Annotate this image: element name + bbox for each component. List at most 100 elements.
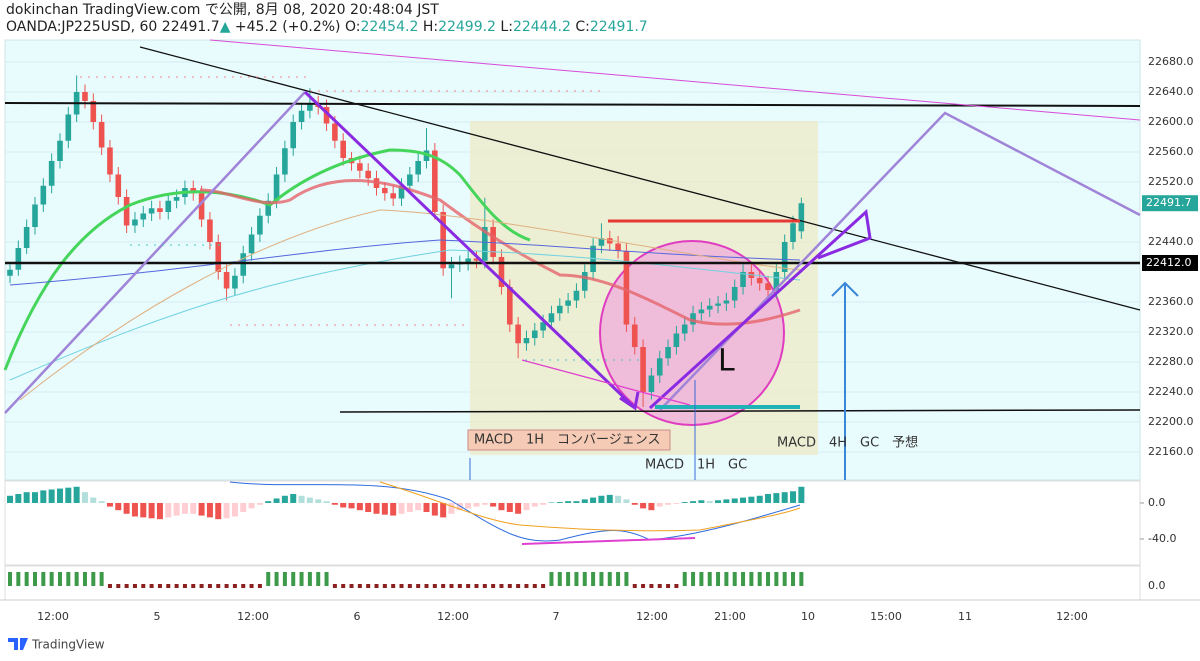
macd-bar bbox=[165, 502, 172, 518]
macd-bar bbox=[540, 502, 547, 505]
candle-body bbox=[82, 91, 88, 101]
macd-bar bbox=[273, 498, 280, 503]
candle-body bbox=[723, 300, 730, 304]
candle-body bbox=[465, 258, 471, 264]
candle-body bbox=[731, 287, 738, 301]
y-tick-label: 22240.0 bbox=[1148, 385, 1194, 398]
change: +45.2 (+0.2%) bbox=[234, 19, 341, 35]
candle-body bbox=[623, 250, 630, 325]
osc-bar bbox=[457, 584, 462, 588]
macd-bar bbox=[523, 502, 530, 511]
macd-bar bbox=[431, 502, 438, 516]
osc-bar bbox=[132, 584, 137, 588]
candle-body bbox=[248, 234, 255, 254]
candle-body bbox=[115, 174, 122, 197]
candle-body bbox=[781, 241, 788, 273]
macd-bar bbox=[181, 502, 188, 514]
value: 22444.2 bbox=[512, 19, 571, 35]
candle-body bbox=[681, 324, 688, 334]
osc-bar bbox=[699, 572, 704, 586]
title: dokinchan TradingView.com で公開, 8月 08, 20… bbox=[6, 2, 439, 18]
candle-body bbox=[148, 208, 155, 214]
macd-bar bbox=[365, 502, 372, 512]
ma-slow bbox=[9, 239, 801, 286]
candle-body bbox=[415, 160, 421, 175]
value: 22454.2 bbox=[360, 19, 419, 35]
osc-bar bbox=[141, 584, 146, 588]
macd-bar bbox=[415, 502, 422, 511]
osc-bar bbox=[174, 584, 179, 588]
macd-bar bbox=[256, 502, 263, 505]
osc-bar bbox=[432, 584, 437, 588]
macd-bar bbox=[231, 502, 238, 517]
candle-body bbox=[640, 347, 646, 393]
osc-bar bbox=[516, 584, 521, 588]
macd-bar bbox=[48, 489, 55, 503]
candle-body bbox=[307, 103, 313, 111]
osc-bar bbox=[624, 572, 629, 586]
macd-bar bbox=[65, 487, 72, 503]
osc-bar bbox=[391, 584, 396, 588]
candle-body bbox=[498, 256, 505, 288]
resistance-line bbox=[4, 102, 1141, 107]
candle-body bbox=[631, 324, 638, 348]
candle-body bbox=[706, 305, 713, 310]
y-tick-label: 22320.0 bbox=[1148, 325, 1194, 338]
macd-bar bbox=[790, 491, 797, 503]
trend-line-magenta bbox=[209, 39, 1141, 121]
osc-bar bbox=[732, 572, 737, 586]
macd-bar bbox=[90, 497, 97, 503]
symbol: OANDA:JP225USD, 60 bbox=[6, 19, 158, 35]
x-tick-label: 6 bbox=[354, 610, 361, 623]
candle-body bbox=[390, 193, 396, 199]
osc-bar bbox=[532, 584, 537, 588]
y-tick-label: 22360.0 bbox=[1148, 295, 1194, 308]
osc-bar bbox=[299, 572, 304, 586]
osc-bar bbox=[332, 584, 337, 588]
macd-bar bbox=[356, 502, 363, 511]
osc-bar bbox=[24, 572, 29, 586]
macd-bar bbox=[748, 496, 755, 503]
macd-bar bbox=[706, 501, 713, 503]
osc-bar bbox=[41, 572, 46, 586]
osc-bar bbox=[507, 584, 512, 588]
osc-bar bbox=[57, 572, 62, 586]
candle-body bbox=[565, 300, 571, 306]
osc-bar bbox=[274, 572, 279, 586]
arrow: ▲ bbox=[219, 19, 231, 35]
candle-body bbox=[690, 313, 696, 325]
candle-body bbox=[98, 121, 105, 148]
drawings bbox=[3, 39, 1141, 545]
osc-bar bbox=[216, 584, 221, 588]
y-tick-label: 22600.0 bbox=[1148, 115, 1194, 128]
osc-bar bbox=[82, 572, 87, 586]
osc-bar bbox=[549, 572, 554, 586]
ma-slow2 bbox=[19, 209, 801, 401]
macd-bar bbox=[673, 502, 680, 504]
candle-body bbox=[282, 148, 288, 175]
candle-body bbox=[448, 264, 455, 269]
macd-bar bbox=[98, 501, 105, 503]
annotation: MACD 1H コンバージェンス bbox=[474, 433, 661, 448]
macd-bar bbox=[681, 502, 688, 503]
x-tick-label: 21:00 bbox=[714, 610, 746, 623]
macd-bar bbox=[281, 495, 288, 503]
osc-bar bbox=[49, 572, 54, 586]
candle-body bbox=[257, 215, 263, 235]
candle-body bbox=[140, 213, 147, 220]
macd-bar bbox=[665, 502, 672, 505]
y-tick-label: 22680.0 bbox=[1148, 55, 1194, 68]
macd-bar bbox=[56, 488, 63, 503]
candle-body bbox=[740, 272, 746, 288]
osc-bar bbox=[449, 584, 454, 588]
candle-body bbox=[48, 160, 55, 186]
x-tick-label: 12:00 bbox=[437, 610, 469, 623]
macd-bar bbox=[456, 502, 463, 511]
macd-bar bbox=[7, 495, 13, 503]
osc-bar bbox=[591, 572, 596, 586]
osc-bar bbox=[741, 572, 746, 586]
macd-bar bbox=[198, 502, 205, 516]
osc-bar bbox=[266, 572, 271, 586]
y-tick-label: 22280.0 bbox=[1148, 355, 1194, 368]
